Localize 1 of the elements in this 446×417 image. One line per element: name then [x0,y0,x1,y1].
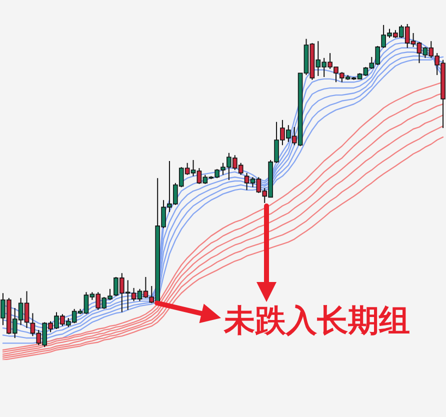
annotation: 未跌入长期组 [223,303,410,339]
